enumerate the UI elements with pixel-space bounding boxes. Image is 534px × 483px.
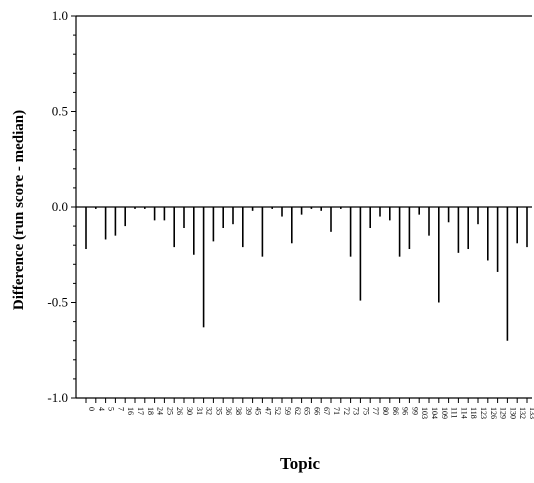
x-tick-label: 75: [361, 407, 370, 415]
x-tick-label: 31: [195, 407, 204, 415]
x-tick-label: 36: [224, 407, 233, 415]
x-tick-label: 67: [322, 407, 331, 415]
x-tick-label: 16: [126, 407, 135, 415]
x-axis-title: Topic: [280, 454, 320, 473]
x-tick-label: 86: [391, 407, 400, 415]
x-tick-label: 114: [459, 407, 468, 419]
y-tick-label: 0.0: [52, 199, 68, 214]
x-tick-label: 111: [450, 407, 459, 418]
y-tick-label: -0.5: [47, 295, 68, 310]
x-tick-label: 25: [165, 407, 174, 415]
x-tick-label: 104: [430, 407, 439, 419]
x-tick-label: 59: [283, 407, 292, 415]
x-tick-label: 39: [244, 407, 253, 415]
x-tick-label: 52: [273, 407, 282, 415]
x-tick-label: 96: [401, 407, 410, 415]
x-tick-label: 65: [303, 407, 312, 415]
x-tick-label: 18: [146, 407, 155, 415]
x-tick-label: 99: [410, 407, 419, 415]
x-tick-label: 126: [489, 407, 498, 419]
x-tick-label: 0: [87, 407, 96, 411]
x-tick-label: 72: [342, 407, 351, 415]
x-tick-label: 62: [293, 407, 302, 415]
x-tick-label: 7: [116, 407, 125, 411]
y-ticks: 1.0 0.5 0.0 -0.5 -1.0: [47, 8, 76, 405]
x-tick-label: 71: [332, 407, 341, 415]
x-ticks: 0 4 5 7 16 17 18 24 25 26 30 31 32 35 36 38 39 45 47 52 59 62…: [85, 398, 534, 419]
bars: [85, 207, 528, 341]
x-tick-label: 73: [352, 407, 361, 415]
x-tick-label: 130: [508, 407, 517, 419]
x-tick-label: 47: [263, 407, 272, 415]
x-tick-label: 35: [214, 407, 223, 415]
x-tick-label: 17: [136, 407, 145, 415]
x-tick-label: 129: [499, 407, 508, 419]
x-tick-label: 80: [381, 407, 390, 415]
x-tick-label: 45: [254, 407, 263, 415]
x-tick-label: 66: [312, 407, 321, 415]
x-tick-label: 133: [528, 407, 534, 419]
y-axis-title: Difference (run score - median): [11, 110, 27, 310]
x-tick-label: 103: [420, 407, 429, 419]
x-tick-label: 24: [156, 407, 165, 415]
x-tick-label: 30: [185, 407, 194, 415]
x-tick-label: 26: [175, 407, 184, 415]
y-tick-label: 0.5: [52, 104, 68, 119]
x-tick-label: 109: [440, 407, 449, 419]
x-tick-label: 38: [234, 407, 243, 415]
x-tick-label: 77: [371, 407, 380, 415]
y-tick-label: -1.0: [47, 390, 68, 405]
x-tick-label: 5: [107, 407, 116, 411]
x-tick-label: 32: [205, 407, 214, 415]
x-tick-label: 4: [97, 407, 106, 411]
x-tick-label: 118: [469, 407, 478, 419]
x-tick-label: 123: [479, 407, 488, 419]
y-tick-label: 1.0: [52, 8, 68, 23]
x-tick-label: 132: [518, 407, 527, 419]
